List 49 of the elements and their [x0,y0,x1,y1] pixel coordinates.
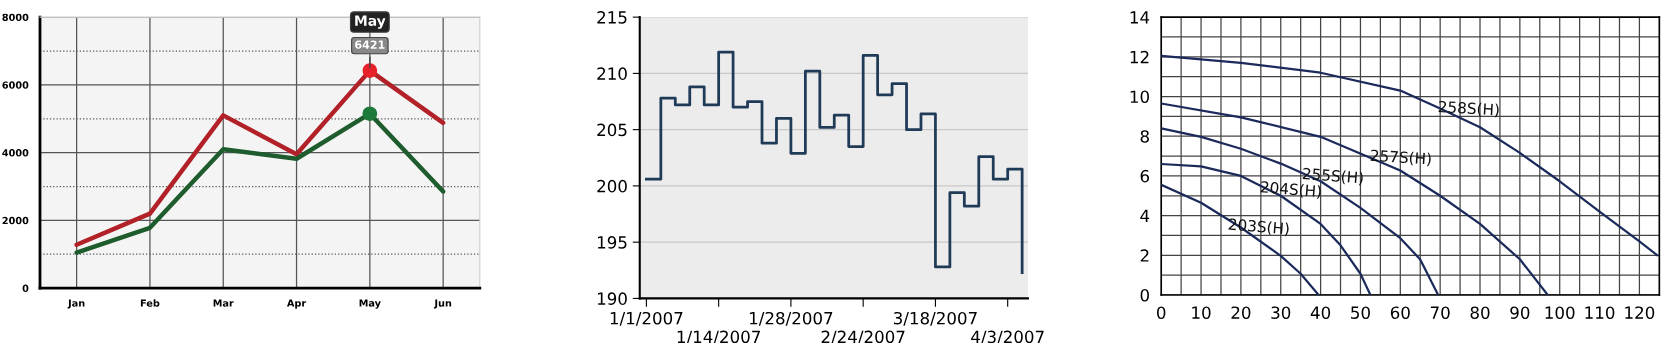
x-tick-label: 70 [1430,306,1450,319]
x-tick-label: Mar [213,299,234,307]
y-tick-label: 12 [1130,50,1149,64]
x-tick-label: 3/18/2007 [893,311,977,326]
x-tick-label: 90 [1510,306,1530,319]
x-tick-label: 1/1/2007 [610,311,683,326]
y-tick-label: 2 [1140,249,1149,262]
x-tick-label: Feb [140,299,160,307]
x-tick-label: 120 [1625,306,1655,319]
y-tick-label: 2000 [2,216,29,225]
line-series [1161,102,1549,295]
x-tick-label: 50 [1351,306,1370,319]
x-tick-label: Jan [67,299,85,309]
y-tick-label: 6000 [2,81,29,89]
line-series [1161,54,1659,257]
x-tick-label: 30 [1271,306,1291,319]
x-tick-label: 20 [1231,306,1251,319]
y-tick-label: 190 [597,292,627,305]
y-tick-label: 4000 [2,149,29,157]
x-tick-label: 60 [1390,306,1410,319]
x-tick-label: May [359,299,381,309]
series-label: 203S(H) [1228,218,1290,237]
y-tick-label: 210 [597,67,627,80]
y-tick-label: 195 [597,236,627,249]
y-tick-label: 200 [597,179,627,193]
y-tick-label: 6 [1140,169,1150,183]
y-tick-label: 4 [1140,209,1150,222]
x-tick-label: Jun [433,299,452,309]
y-tick-label: 215 [597,11,627,24]
x-tick-label: 110 [1585,306,1615,319]
annotation: May [355,15,386,29]
y-tick-label: 205 [597,123,627,137]
y-tick-label: 8000 [2,13,29,21]
line-series [1161,162,1372,295]
series-label: 257S(H) [1370,149,1432,167]
x-tick-label: 80 [1470,306,1490,319]
x-tick-label: 40 [1310,306,1331,319]
x-tick-label: 100 [1545,306,1575,319]
series-label: 258S(H) [1438,100,1499,118]
x-tick-label: 1/28/2007 [750,311,833,326]
x-tick-label: 10 [1192,306,1211,319]
y-tick-label: 14 [1130,11,1150,24]
y-tick-label: 8 [1140,130,1149,143]
y-tick-label: 10 [1130,90,1149,104]
y-tick-label: 0 [22,284,29,292]
x-tick-label: 0 [1157,306,1166,319]
annotation: 6421 [355,40,385,49]
line-series [1161,127,1440,295]
x-tick-label: Apr [286,299,307,309]
